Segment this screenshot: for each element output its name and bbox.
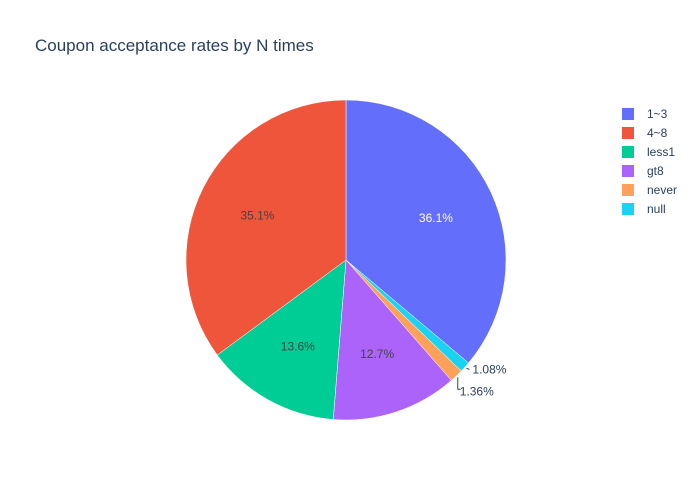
legend-swatch-less1[interactable] <box>622 146 634 158</box>
pie-slice-gt8 <box>332 259 452 421</box>
leader-line-never <box>457 377 461 390</box>
legend: 1~3 4~8 less1 gt8 never null <box>622 107 677 216</box>
slice-label-never: 1.36% <box>460 384 494 398</box>
legend-label-never[interactable]: never <box>647 183 677 197</box>
legend-swatch-null[interactable] <box>622 203 634 215</box>
chart-title: Coupon acceptance rates by N times <box>35 36 314 55</box>
pie-slice-1~3 <box>345 99 507 364</box>
pie-slice-less1 <box>216 259 347 420</box>
legend-swatch-1~3[interactable] <box>622 108 634 120</box>
slice-label-4~8: 35.1% <box>240 208 274 222</box>
legend-label-null[interactable]: null <box>647 202 666 216</box>
pie-slice-labels: 36.1% 1.08% 1.36% 12.7% 13.6% 35.1% <box>240 208 506 398</box>
pie-slice-4~8 <box>185 99 347 356</box>
pie-slices <box>185 99 507 421</box>
legend-label-4~8[interactable]: 4~8 <box>647 126 668 140</box>
slice-label-null: 1.08% <box>472 362 506 376</box>
leader-line-null <box>466 367 470 370</box>
legend-label-1~3[interactable]: 1~3 <box>647 107 668 121</box>
slice-label-1~3: 36.1% <box>419 211 453 225</box>
legend-swatch-never[interactable] <box>622 184 634 196</box>
slice-label-less1: 13.6% <box>281 340 315 354</box>
legend-swatch-gt8[interactable] <box>622 165 634 177</box>
legend-label-gt8[interactable]: gt8 <box>647 164 664 178</box>
slice-label-gt8: 12.7% <box>360 347 394 361</box>
legend-label-less1[interactable]: less1 <box>647 145 675 159</box>
legend-swatch-4~8[interactable] <box>622 127 634 139</box>
